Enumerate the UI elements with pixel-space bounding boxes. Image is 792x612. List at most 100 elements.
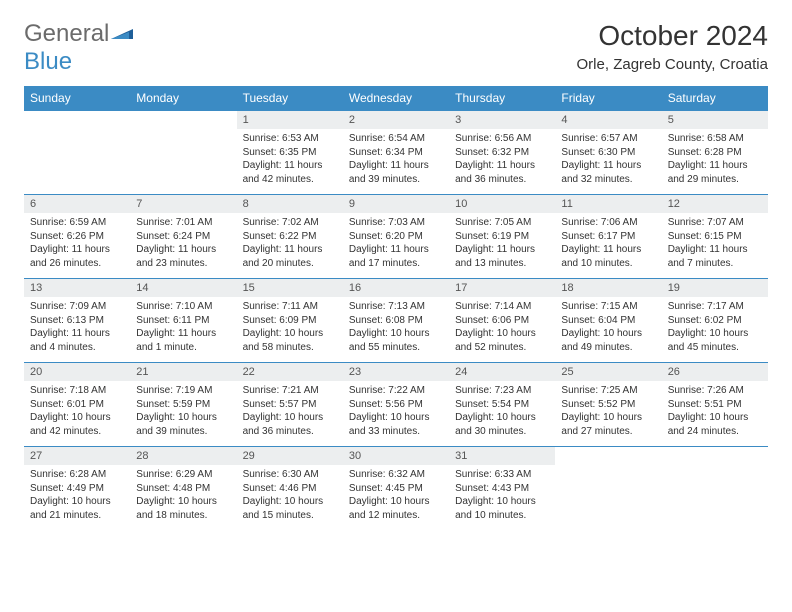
- day-data: Sunrise: 6:57 AMSunset: 6:30 PMDaylight:…: [555, 129, 661, 194]
- day-data: Sunrise: 7:15 AMSunset: 6:04 PMDaylight:…: [555, 297, 661, 362]
- day-number: 30: [343, 447, 449, 465]
- calendar-cell: 28Sunrise: 6:29 AMSunset: 4:48 PMDayligh…: [130, 447, 236, 531]
- calendar-cell: 9Sunrise: 7:03 AMSunset: 6:20 PMDaylight…: [343, 195, 449, 279]
- calendar-cell: 23Sunrise: 7:22 AMSunset: 5:56 PMDayligh…: [343, 363, 449, 447]
- day-data: Sunrise: 6:29 AMSunset: 4:48 PMDaylight:…: [130, 465, 236, 530]
- day-number: 13: [24, 279, 130, 297]
- calendar-cell: 27Sunrise: 6:28 AMSunset: 4:49 PMDayligh…: [24, 447, 130, 531]
- day-number: 20: [24, 363, 130, 381]
- day-number: 12: [662, 195, 768, 213]
- day-number: 18: [555, 279, 661, 297]
- day-data: Sunrise: 6:58 AMSunset: 6:28 PMDaylight:…: [662, 129, 768, 194]
- day-number: 14: [130, 279, 236, 297]
- day-data: Sunrise: 7:09 AMSunset: 6:13 PMDaylight:…: [24, 297, 130, 362]
- day-data: Sunrise: 6:54 AMSunset: 6:34 PMDaylight:…: [343, 129, 449, 194]
- calendar-cell: 14Sunrise: 7:10 AMSunset: 6:11 PMDayligh…: [130, 279, 236, 363]
- logo-word2: Blue: [24, 48, 72, 75]
- calendar-cell: ..: [555, 447, 661, 531]
- calendar-cell: 20Sunrise: 7:18 AMSunset: 6:01 PMDayligh…: [24, 363, 130, 447]
- calendar-table: SundayMondayTuesdayWednesdayThursdayFrid…: [24, 86, 768, 530]
- logo-word1: General: [24, 20, 109, 47]
- day-number: 15: [237, 279, 343, 297]
- calendar-week: 13Sunrise: 7:09 AMSunset: 6:13 PMDayligh…: [24, 279, 768, 363]
- day-data: Sunrise: 6:53 AMSunset: 6:35 PMDaylight:…: [237, 129, 343, 194]
- header: General Blue October 2024 Orle, Zagreb C…: [24, 20, 768, 76]
- calendar-week: 20Sunrise: 7:18 AMSunset: 6:01 PMDayligh…: [24, 363, 768, 447]
- day-header: Saturday: [662, 86, 768, 111]
- calendar-week: ....1Sunrise: 6:53 AMSunset: 6:35 PMDayl…: [24, 111, 768, 195]
- calendar-cell: 25Sunrise: 7:25 AMSunset: 5:52 PMDayligh…: [555, 363, 661, 447]
- day-number: 6: [24, 195, 130, 213]
- logo-shape-icon: [111, 20, 133, 48]
- day-data: Sunrise: 7:21 AMSunset: 5:57 PMDaylight:…: [237, 381, 343, 446]
- day-data: Sunrise: 7:10 AMSunset: 6:11 PMDaylight:…: [130, 297, 236, 362]
- calendar-week: 6Sunrise: 6:59 AMSunset: 6:26 PMDaylight…: [24, 195, 768, 279]
- calendar-cell: 12Sunrise: 7:07 AMSunset: 6:15 PMDayligh…: [662, 195, 768, 279]
- calendar-week: 27Sunrise: 6:28 AMSunset: 4:49 PMDayligh…: [24, 447, 768, 531]
- day-data: Sunrise: 6:30 AMSunset: 4:46 PMDaylight:…: [237, 465, 343, 530]
- calendar-cell: 7Sunrise: 7:01 AMSunset: 6:24 PMDaylight…: [130, 195, 236, 279]
- calendar-cell: 3Sunrise: 6:56 AMSunset: 6:32 PMDaylight…: [449, 111, 555, 195]
- calendar-cell: 31Sunrise: 6:33 AMSunset: 4:43 PMDayligh…: [449, 447, 555, 531]
- day-number: 16: [343, 279, 449, 297]
- day-data: Sunrise: 7:07 AMSunset: 6:15 PMDaylight:…: [662, 213, 768, 278]
- calendar-cell: 8Sunrise: 7:02 AMSunset: 6:22 PMDaylight…: [237, 195, 343, 279]
- day-number: 17: [449, 279, 555, 297]
- logo-text: General Blue: [24, 20, 133, 76]
- day-data: Sunrise: 7:02 AMSunset: 6:22 PMDaylight:…: [237, 213, 343, 278]
- calendar-cell: 6Sunrise: 6:59 AMSunset: 6:26 PMDaylight…: [24, 195, 130, 279]
- calendar-cell: 30Sunrise: 6:32 AMSunset: 4:45 PMDayligh…: [343, 447, 449, 531]
- day-data: Sunrise: 6:56 AMSunset: 6:32 PMDaylight:…: [449, 129, 555, 194]
- day-data: Sunrise: 7:22 AMSunset: 5:56 PMDaylight:…: [343, 381, 449, 446]
- day-data: Sunrise: 7:13 AMSunset: 6:08 PMDaylight:…: [343, 297, 449, 362]
- calendar-cell: 18Sunrise: 7:15 AMSunset: 6:04 PMDayligh…: [555, 279, 661, 363]
- day-number: 11: [555, 195, 661, 213]
- calendar-cell: 16Sunrise: 7:13 AMSunset: 6:08 PMDayligh…: [343, 279, 449, 363]
- calendar-cell: 4Sunrise: 6:57 AMSunset: 6:30 PMDaylight…: [555, 111, 661, 195]
- day-data: Sunrise: 7:01 AMSunset: 6:24 PMDaylight:…: [130, 213, 236, 278]
- calendar-cell: 24Sunrise: 7:23 AMSunset: 5:54 PMDayligh…: [449, 363, 555, 447]
- day-number: 29: [237, 447, 343, 465]
- calendar-cell: 26Sunrise: 7:26 AMSunset: 5:51 PMDayligh…: [662, 363, 768, 447]
- calendar-cell: 22Sunrise: 7:21 AMSunset: 5:57 PMDayligh…: [237, 363, 343, 447]
- day-data: Sunrise: 7:11 AMSunset: 6:09 PMDaylight:…: [237, 297, 343, 362]
- day-data: Sunrise: 7:26 AMSunset: 5:51 PMDaylight:…: [662, 381, 768, 446]
- day-header: Wednesday: [343, 86, 449, 111]
- day-data: Sunrise: 7:14 AMSunset: 6:06 PMDaylight:…: [449, 297, 555, 362]
- day-header: Thursday: [449, 86, 555, 111]
- day-number: 22: [237, 363, 343, 381]
- day-data: Sunrise: 7:18 AMSunset: 6:01 PMDaylight:…: [24, 381, 130, 446]
- calendar-cell: 1Sunrise: 6:53 AMSunset: 6:35 PMDaylight…: [237, 111, 343, 195]
- day-number: 1: [237, 111, 343, 129]
- calendar-cell: 15Sunrise: 7:11 AMSunset: 6:09 PMDayligh…: [237, 279, 343, 363]
- day-data: Sunrise: 7:19 AMSunset: 5:59 PMDaylight:…: [130, 381, 236, 446]
- day-number: 10: [449, 195, 555, 213]
- day-number: 24: [449, 363, 555, 381]
- day-number: 26: [662, 363, 768, 381]
- day-header-row: SundayMondayTuesdayWednesdayThursdayFrid…: [24, 86, 768, 111]
- calendar-cell: 10Sunrise: 7:05 AMSunset: 6:19 PMDayligh…: [449, 195, 555, 279]
- day-data: Sunrise: 7:23 AMSunset: 5:54 PMDaylight:…: [449, 381, 555, 446]
- calendar-cell: ..: [130, 111, 236, 195]
- location: Orle, Zagreb County, Croatia: [577, 56, 768, 73]
- calendar-cell: ..: [24, 111, 130, 195]
- calendar-cell: 5Sunrise: 6:58 AMSunset: 6:28 PMDaylight…: [662, 111, 768, 195]
- day-data: Sunrise: 6:28 AMSunset: 4:49 PMDaylight:…: [24, 465, 130, 530]
- day-number: 3: [449, 111, 555, 129]
- day-number: 19: [662, 279, 768, 297]
- day-number: 23: [343, 363, 449, 381]
- day-number: 9: [343, 195, 449, 213]
- calendar-cell: 19Sunrise: 7:17 AMSunset: 6:02 PMDayligh…: [662, 279, 768, 363]
- day-header: Monday: [130, 86, 236, 111]
- day-data: Sunrise: 6:32 AMSunset: 4:45 PMDaylight:…: [343, 465, 449, 530]
- day-data: Sunrise: 6:59 AMSunset: 6:26 PMDaylight:…: [24, 213, 130, 278]
- day-number: 31: [449, 447, 555, 465]
- day-number: 2: [343, 111, 449, 129]
- day-data: Sunrise: 7:17 AMSunset: 6:02 PMDaylight:…: [662, 297, 768, 362]
- title-block: October 2024 Orle, Zagreb County, Croati…: [577, 20, 768, 73]
- day-number: 28: [130, 447, 236, 465]
- day-number: 25: [555, 363, 661, 381]
- day-number: 21: [130, 363, 236, 381]
- day-number: 5: [662, 111, 768, 129]
- calendar-cell: 11Sunrise: 7:06 AMSunset: 6:17 PMDayligh…: [555, 195, 661, 279]
